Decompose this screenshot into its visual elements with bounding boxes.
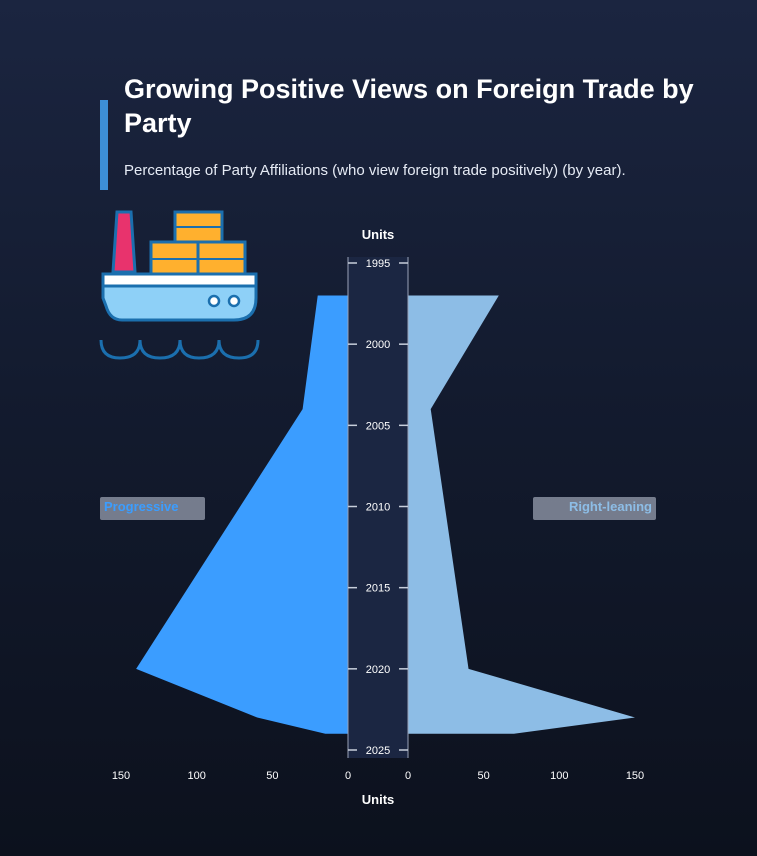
left-value-tick-label: 50 — [266, 770, 278, 782]
chart-title: Growing Positive Views on Foreign Trade … — [124, 74, 694, 138]
series-progressive-area — [136, 295, 348, 734]
year-tick-label: 2000 — [366, 339, 390, 351]
right-value-tick-label: 150 — [626, 770, 644, 782]
year-tick-label: 2010 — [366, 502, 390, 514]
right-value-tick-label: 50 — [478, 770, 490, 782]
left-value-tick-label: 100 — [187, 770, 205, 782]
series-right-leaning-area — [408, 295, 635, 734]
left-value-tick-label: 150 — [112, 770, 130, 782]
year-tick-label: 2015 — [366, 583, 390, 595]
legend-right-leaning: Right-leaning — [533, 497, 656, 520]
legend-progressive: Progressive — [100, 497, 205, 520]
right-value-tick-label: 100 — [550, 770, 568, 782]
right-value-tick-label: 0 — [405, 770, 411, 782]
year-tick-label: 2005 — [366, 420, 390, 432]
year-tick-label: 2025 — [366, 745, 390, 757]
chart-subtitle: Percentage of Party Affiliations (who vi… — [124, 162, 626, 179]
year-axis-band — [348, 257, 408, 758]
year-axis-label: Units — [362, 227, 395, 242]
cargo-ship-icon — [99, 210, 260, 360]
title-accent-bar — [100, 100, 108, 190]
left-value-tick-label: 0 — [345, 770, 351, 782]
year-tick-label: 2020 — [366, 664, 390, 676]
value-axis-label: Units — [362, 792, 395, 807]
year-tick-label: 1995 — [366, 258, 390, 270]
